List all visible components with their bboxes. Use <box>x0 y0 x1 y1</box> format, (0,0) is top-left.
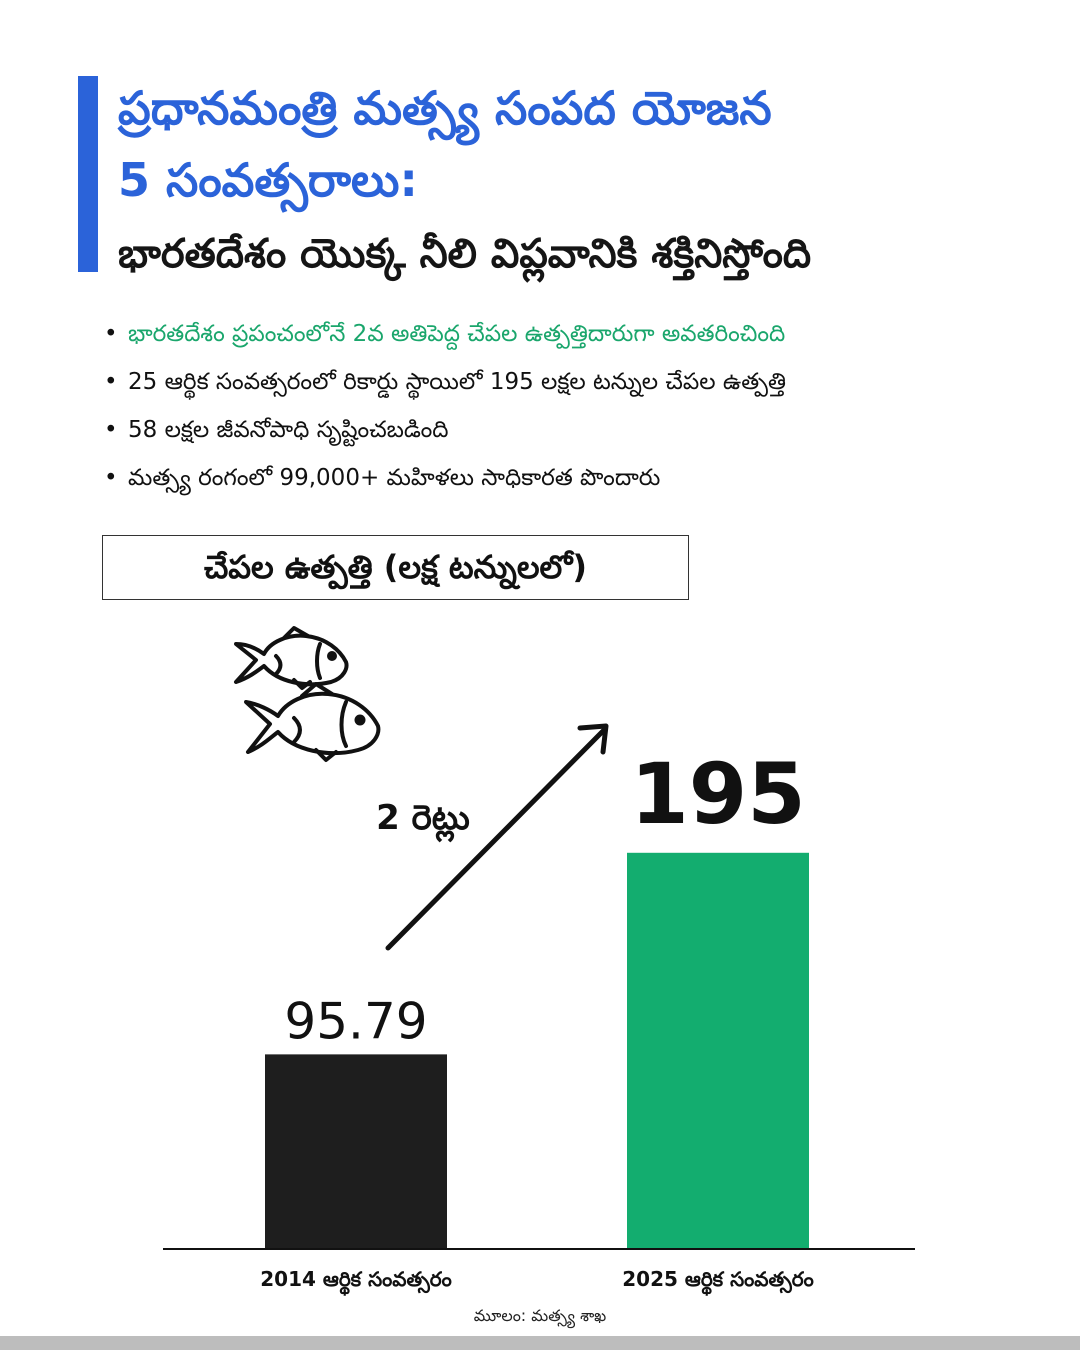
growth-annotation: 2 రెట్లు <box>376 798 470 843</box>
chart-title: చేపల ఉత్పత్తి (లక్ష టన్నులలో) <box>102 535 689 600</box>
bar-2025 <box>627 852 809 1249</box>
bar-2014 <box>265 1054 447 1249</box>
bottom-strip <box>0 1336 1080 1350</box>
fish-icon <box>234 626 381 762</box>
arrow-head <box>577 723 609 755</box>
highlight-item: మత్స్య రంగంలో 99,000+ మహిళలు సాధికారత పొ… <box>104 454 1054 502</box>
source-note: మూలం: మత్స్య శాఖ <box>473 1306 607 1325</box>
x-tick-label: 2014 ఆర్థిక సంవత్సరం <box>260 1267 452 1296</box>
highlight-item: 58 లక్షల జీవనోపాధి సృష్టించబడింది <box>104 406 1054 454</box>
production-bar-chart: 95.79 2014 ఆర్థిక సంవత్సరం 195 2025 ఆర్థిక … <box>163 626 915 1296</box>
page-title: ప్రధానమంత్రి మత్స్య సంపద యోజన <box>118 81 772 135</box>
page-title-years: 5 సంవత్సరాలు: <box>118 153 418 207</box>
bar-value-label: 195 <box>630 745 805 843</box>
page-subtitle: భారతదేశం యొక్క నీలి విప్లవానికి శక్తినిస… <box>118 231 812 277</box>
title-accent-bar <box>78 76 98 272</box>
x-tick-label: 2025 ఆర్థిక సంవత్సరం <box>622 1267 814 1296</box>
highlights-list: భారతదేశం ప్రపంచంలోనే 2వ అతిపెద్ద చేపల ఉత… <box>104 310 1054 502</box>
highlight-item: భారతదేశం ప్రపంచంలోనే 2వ అతిపెద్ద చేపల ఉత… <box>104 310 1054 358</box>
bar-value-label: 95.79 <box>284 992 427 1050</box>
trend-arrow-icon <box>385 727 607 951</box>
highlight-item: 25 ఆర్థిక సంవత్సరంలో రికార్డు స్థాయిలో 1… <box>104 358 1054 406</box>
